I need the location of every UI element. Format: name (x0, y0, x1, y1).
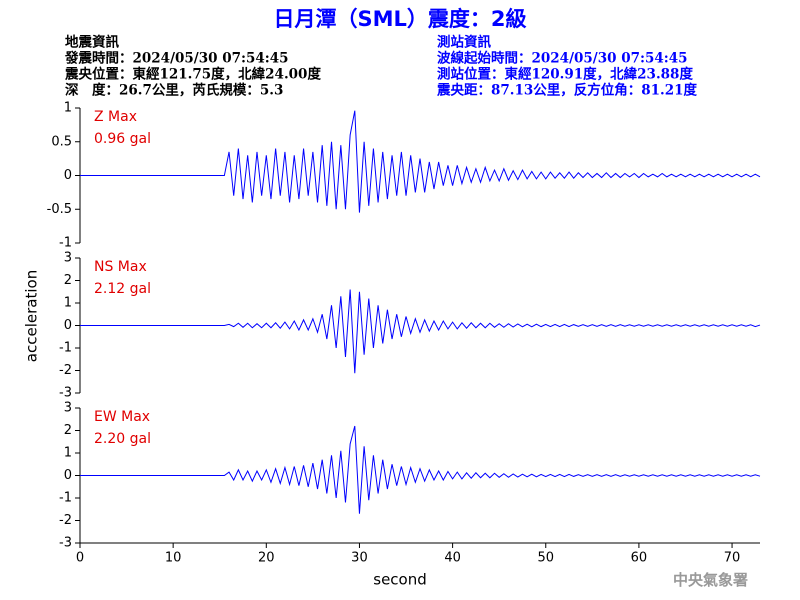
y-tick-label: 2 (64, 423, 72, 438)
waveform (80, 425, 761, 514)
waveform (80, 110, 761, 213)
y-tick-label: -0.5 (47, 202, 72, 217)
info-left: 發震時間：2024/05/30 07:54:45 (64, 50, 289, 67)
x-tick-label: 20 (258, 551, 275, 566)
footer: 中央氣象署 (673, 571, 748, 589)
chart-title: 日月潭（SML）震度：2級 (273, 7, 526, 31)
x-tick-label: 0 (76, 551, 84, 566)
max-label: 2.12 gal (94, 281, 151, 297)
y-tick-label: 1 (64, 296, 72, 311)
info-right: 震央距：87.13公里，反方位角：81.21度 (436, 82, 698, 99)
x-tick-label: 30 (351, 551, 368, 566)
y-tick-label: -1 (59, 236, 72, 251)
y-tick-label: -2 (59, 513, 72, 528)
x-tick-label: 70 (724, 551, 741, 566)
info-left: 深 度：26.7公里，芮氏規模：5.3 (65, 82, 283, 99)
y-tick-label: -1 (59, 491, 72, 506)
x-tick-label: 40 (444, 551, 461, 566)
y-tick-label: -3 (59, 536, 72, 551)
component-label: EW Max (94, 409, 150, 425)
y-tick-label: -1 (59, 341, 72, 356)
x-axis-label: second (373, 571, 427, 589)
info-right: 測站位置：東經120.91度，北緯23.88度 (437, 66, 693, 83)
y-axis-label: acceleration (23, 270, 41, 362)
y-tick-label: -3 (59, 386, 72, 401)
y-tick-label: -2 (59, 363, 72, 378)
y-tick-label: 3 (64, 401, 72, 416)
x-tick-label: 50 (537, 551, 554, 566)
info-right: 測站資訊 (437, 34, 491, 51)
y-tick-label: 1 (64, 446, 72, 461)
max-label: 0.96 gal (94, 131, 151, 147)
component-label: NS Max (94, 259, 147, 275)
y-tick-label: 2 (64, 273, 72, 288)
component-label: Z Max (94, 109, 137, 125)
max-label: 2.20 gal (94, 431, 151, 447)
x-tick-label: 10 (165, 551, 182, 566)
y-tick-label: 0.5 (51, 134, 72, 149)
y-tick-label: 1 (64, 101, 72, 116)
y-tick-label: 0 (64, 318, 72, 333)
waveform (80, 289, 761, 374)
info-left: 地震資訊 (65, 34, 119, 51)
x-tick-label: 60 (631, 551, 648, 566)
info-right: 波線起始時間：2024/05/30 07:54:45 (437, 50, 688, 67)
y-tick-label: 0 (64, 468, 72, 483)
info-left: 震央位置：東經121.75度，北緯24.00度 (64, 66, 321, 83)
y-tick-label: 0 (64, 168, 72, 183)
y-tick-label: 3 (64, 251, 72, 266)
